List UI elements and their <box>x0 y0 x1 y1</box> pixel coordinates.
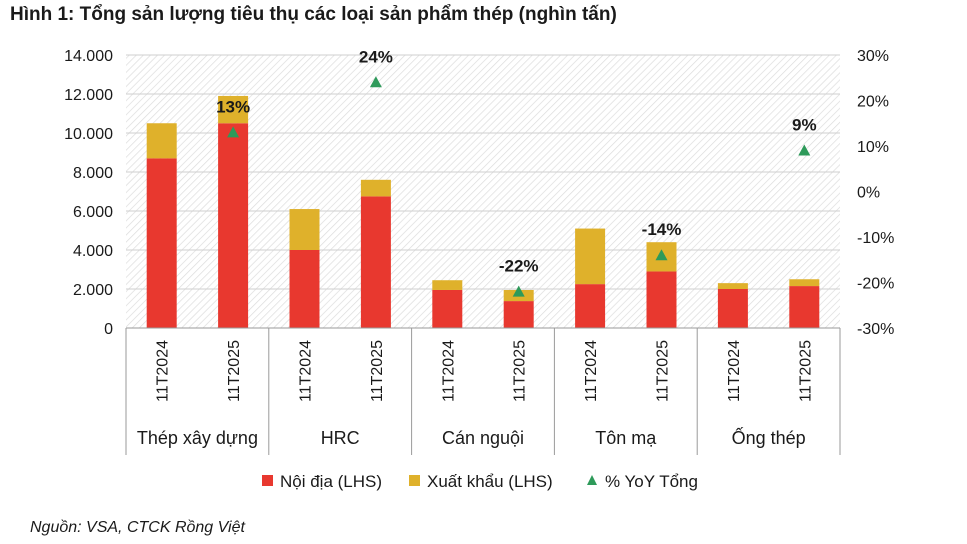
yoy-data-label: -22% <box>499 257 539 276</box>
group-label: Thép xây dựng <box>137 428 258 448</box>
yoy-marker <box>227 126 240 138</box>
left-axis-tick-label: 4.000 <box>73 243 113 260</box>
category-tick-label: 11T2024 <box>726 340 743 402</box>
bar-noi-dia <box>717 289 748 328</box>
left-axis-tick-label: 8.000 <box>73 165 113 182</box>
right-axis-tick-label: 0% <box>857 185 880 202</box>
yoy-data-label: -14% <box>642 220 682 239</box>
left-axis-tick-label: 2.000 <box>73 282 113 299</box>
group-label: Ống thép <box>732 427 806 448</box>
yoy-data-label: 13% <box>216 97 250 116</box>
category-tick-label: 11T2024 <box>583 340 600 402</box>
legend-swatch <box>409 475 420 486</box>
category-tick-label: 11T2024 <box>155 340 172 402</box>
bar-xuat-khau <box>575 228 606 285</box>
bar-noi-dia <box>789 286 820 328</box>
left-axis-tick-label: 12.000 <box>64 87 113 104</box>
bar-noi-dia <box>646 271 677 328</box>
category-tick-label: 11T2025 <box>369 340 386 402</box>
bar-noi-dia <box>218 123 249 328</box>
left-axis-tick-label: 10.000 <box>64 126 113 143</box>
yoy-marker <box>369 76 382 88</box>
bar-xuat-khau <box>146 123 177 159</box>
bar-noi-dia <box>575 284 606 328</box>
group-label: HRC <box>321 428 360 448</box>
legend-marker <box>587 475 597 485</box>
bar-noi-dia <box>503 301 534 328</box>
category-tick-label: 11T2025 <box>797 340 814 402</box>
left-axis-tick-label: 6.000 <box>73 204 113 221</box>
yoy-marker <box>655 249 668 261</box>
legend-label: Nội địa (LHS) <box>280 472 382 491</box>
legend-label: Xuất khẩu (LHS) <box>427 472 553 491</box>
legend-swatch <box>262 475 273 486</box>
yoy-data-label: 9% <box>792 116 817 135</box>
category-tick-label: 11T2025 <box>655 340 672 402</box>
yoy-marker <box>798 144 811 156</box>
source-note: Nguồn: VSA, CTCK Rồng Việt <box>30 519 245 536</box>
category-tick-label: 11T2025 <box>226 340 243 402</box>
bar-xuat-khau <box>289 209 320 250</box>
bar-xuat-khau <box>218 95 249 124</box>
bar-noi-dia <box>360 196 391 328</box>
right-axis-tick-label: -30% <box>857 321 894 338</box>
group-label: Cán nguội <box>442 428 524 448</box>
yoy-marker <box>512 285 525 297</box>
right-axis-tick-label: -20% <box>857 276 894 293</box>
right-axis-tick-label: 20% <box>857 94 889 111</box>
bar-noi-dia <box>432 289 463 328</box>
right-axis-tick-label: 30% <box>857 48 889 65</box>
right-axis-tick-label: 10% <box>857 139 889 156</box>
bar-xuat-khau <box>789 279 820 287</box>
bar-noi-dia <box>146 158 177 328</box>
category-tick-label: 11T2024 <box>298 340 315 402</box>
category-tick-label: 11T2025 <box>512 340 529 402</box>
bar-xuat-khau <box>360 179 391 197</box>
bar-xuat-khau <box>432 280 463 290</box>
chart-title: Hình 1: Tổng sản lượng tiêu thụ các loại… <box>10 4 617 25</box>
left-axis-tick-label: 14.000 <box>64 48 113 65</box>
right-axis-tick-label: -10% <box>857 230 894 247</box>
group-label: Tôn mạ <box>595 428 657 448</box>
category-tick-label: 11T2024 <box>440 340 457 402</box>
bar-noi-dia <box>289 250 320 328</box>
yoy-data-label: 24% <box>359 47 393 66</box>
legend-label: % YoY Tổng <box>605 472 698 491</box>
left-axis-tick-label: 0 <box>104 321 113 338</box>
bar-xuat-khau <box>717 283 748 289</box>
